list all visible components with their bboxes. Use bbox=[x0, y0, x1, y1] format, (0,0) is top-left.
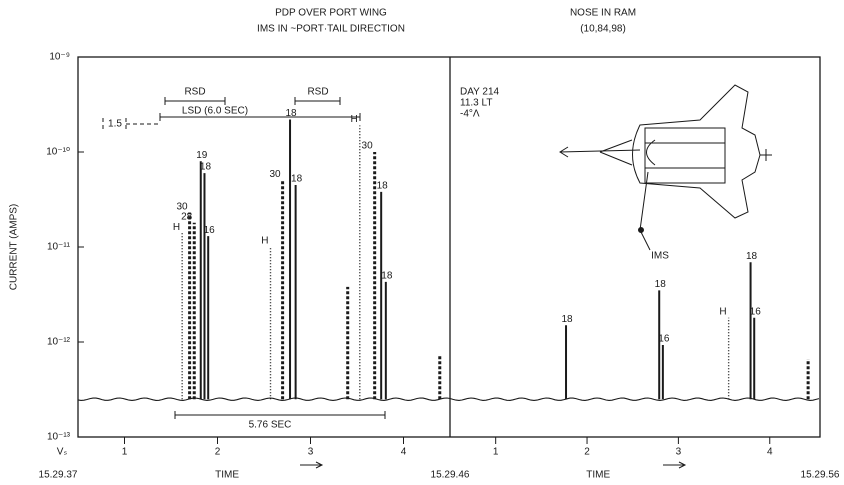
spike-label: 30 bbox=[362, 141, 374, 152]
chart-title: PDP OVER PORT WING bbox=[275, 8, 387, 19]
x-start-label: 15.29.37 bbox=[39, 470, 78, 481]
spike-label: 30 bbox=[176, 201, 188, 212]
x-tick-label: 4 bbox=[401, 447, 407, 458]
x-tick-label: 4 bbox=[767, 447, 773, 458]
x-axis-label: TIME bbox=[586, 470, 610, 481]
spike-label: 28 bbox=[181, 211, 193, 222]
annotation: RSD bbox=[184, 87, 205, 98]
x-origin-label: Vₛ bbox=[57, 447, 68, 458]
annotation: DAY 214 bbox=[460, 87, 500, 98]
spike-label: 18 bbox=[381, 270, 393, 281]
baseline bbox=[449, 397, 820, 401]
x-end-label: 15.29.46 bbox=[431, 470, 470, 481]
x-axis-label: TIME bbox=[215, 470, 239, 481]
spike-label: 18 bbox=[561, 314, 573, 325]
chart-title: (10,84,98) bbox=[580, 24, 626, 35]
y-tick-label: 10⁻¹³ bbox=[47, 432, 71, 443]
y-tick-label: 10⁻⁹ bbox=[49, 52, 70, 63]
spike-label: H bbox=[351, 114, 358, 125]
spike-label: 18 bbox=[655, 279, 667, 290]
annotation: LSD (6.0 SEC) bbox=[182, 106, 248, 117]
chart-title: IMS IN ~PORT·TAIL DIRECTION bbox=[257, 24, 405, 35]
annotation: IMS bbox=[651, 251, 669, 262]
baseline bbox=[77, 397, 451, 401]
spike-label: 16 bbox=[658, 334, 670, 345]
spike-label: 18 bbox=[285, 108, 297, 119]
y-tick-label: 10⁻¹⁰ bbox=[46, 147, 70, 158]
spike-label: H bbox=[173, 222, 180, 233]
spike-label: 18 bbox=[746, 251, 758, 262]
y-tick-label: 10⁻¹¹ bbox=[47, 242, 71, 253]
spike-label: 18 bbox=[200, 162, 212, 173]
spike-label: 19 bbox=[196, 150, 208, 161]
spike-label: H bbox=[261, 236, 268, 247]
x-tick-label: 1 bbox=[493, 447, 499, 458]
x-tick-label: 3 bbox=[308, 447, 314, 458]
x-tick-label: 2 bbox=[215, 447, 221, 458]
x-end-label: 15.29.56 bbox=[801, 470, 840, 481]
spike-label: 16 bbox=[204, 225, 216, 236]
spike-label: H bbox=[719, 306, 726, 317]
spike-label: 16 bbox=[750, 306, 762, 317]
annotation: 11.3 LT bbox=[460, 98, 492, 109]
spike-label: 18 bbox=[377, 181, 389, 192]
x-tick-label: 1 bbox=[122, 447, 128, 458]
annotation: RSD bbox=[307, 87, 328, 98]
spike-label: 18 bbox=[291, 174, 303, 185]
y-tick-label: 10⁻¹² bbox=[47, 337, 71, 348]
spike-label: 30 bbox=[269, 169, 281, 180]
x-tick-label: 3 bbox=[676, 447, 682, 458]
y-axis-label: CURRENT (AMPS) bbox=[9, 204, 20, 290]
x-tick-label: 2 bbox=[584, 447, 590, 458]
annotation: 5.76 SEC bbox=[249, 420, 292, 431]
shuttle-sketch bbox=[559, 84, 772, 251]
brackets bbox=[102, 97, 687, 469]
annotation: 1.5 bbox=[108, 119, 122, 130]
annotation: -4°Λ bbox=[460, 109, 480, 120]
chart-title: NOSE IN RAM bbox=[570, 8, 636, 19]
